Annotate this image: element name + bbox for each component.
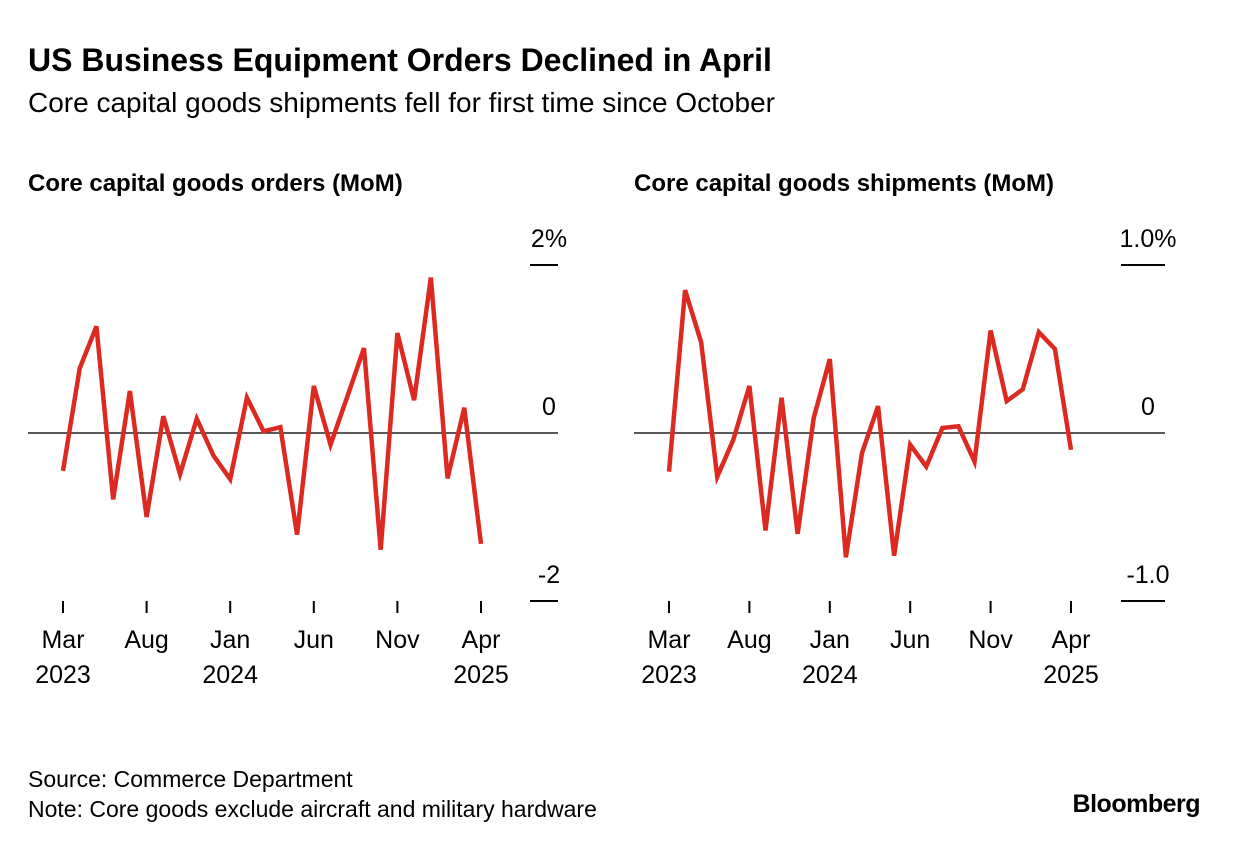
x-tick-label: Jan 2024 xyxy=(801,626,858,689)
data-line xyxy=(60,277,484,550)
x-tick-label: Aug xyxy=(124,626,169,654)
chart-title: Core capital goods shipments (MoM) xyxy=(634,170,1055,197)
data-line xyxy=(666,289,1074,558)
y-tick-label: 1.0% xyxy=(1119,225,1177,253)
x-tick-label: Apr 2025 xyxy=(453,626,509,689)
y-tick-label: -2 xyxy=(537,561,561,589)
y-tick-label: -1.0 xyxy=(1126,561,1170,589)
subtitle: Core capital goods shipments fell for fi… xyxy=(28,87,775,118)
x-tick-label: Mar 2023 xyxy=(641,626,697,689)
y-tick-label: 0 xyxy=(1141,393,1155,421)
logo: Bloomberg xyxy=(1072,790,1201,818)
x-tick-label: Jun xyxy=(293,626,334,654)
x-tick-label: Mar 2023 xyxy=(35,626,91,689)
x-tick-label: Apr 2025 xyxy=(1043,626,1099,689)
chart-title: Core capital goods orders (MoM) xyxy=(28,170,403,197)
title: US Business Equipment Orders Declined in… xyxy=(28,42,772,78)
x-tick-label: Nov xyxy=(375,626,420,654)
y-tick-label: 2% xyxy=(530,225,568,253)
x-tick-label: Nov xyxy=(968,626,1013,654)
x-tick-label: Jun xyxy=(890,626,931,654)
y-tick-label: 0 xyxy=(542,393,556,421)
source: Source: Commerce Department xyxy=(28,766,353,792)
note: Note: Core goods exclude aircraft and mi… xyxy=(28,796,597,822)
x-tick-label: Jan 2024 xyxy=(202,626,258,689)
x-tick-label: Aug xyxy=(727,626,772,654)
